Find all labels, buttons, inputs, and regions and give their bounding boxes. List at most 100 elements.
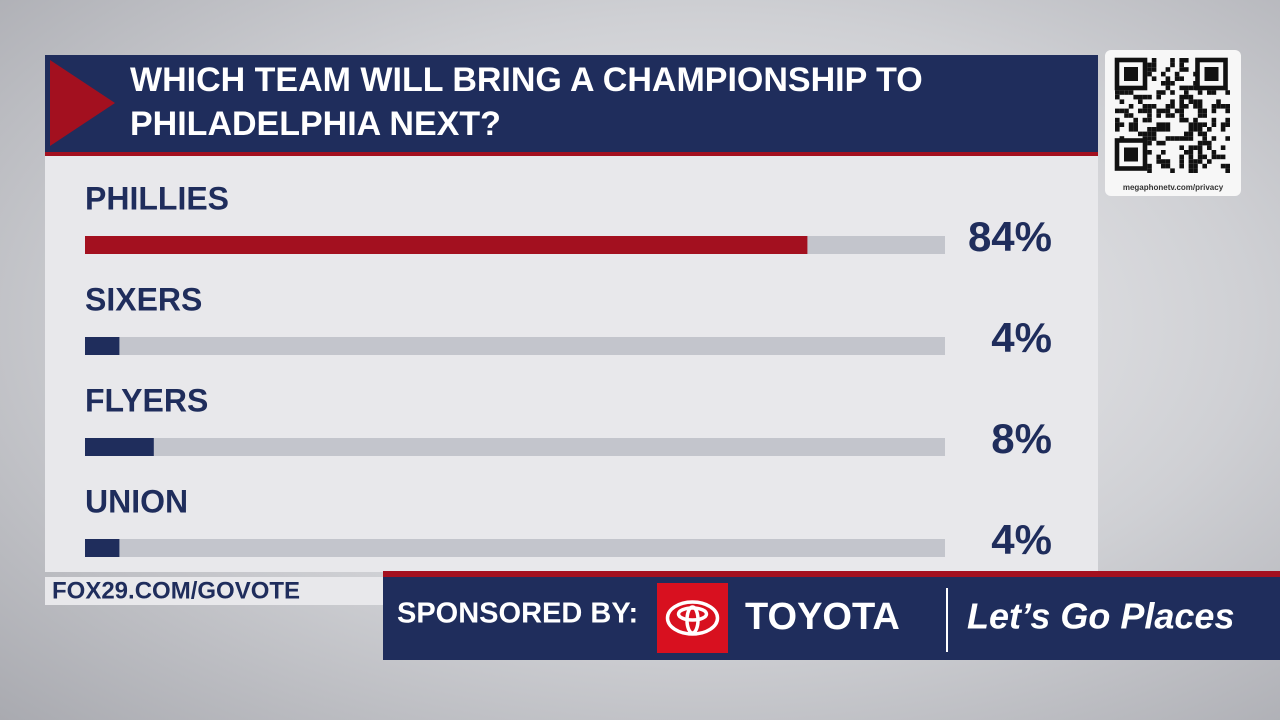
qr-module (1151, 67, 1157, 72)
qr-module (1119, 108, 1125, 114)
qr-module (1170, 113, 1175, 118)
qr-module (1124, 113, 1129, 118)
qr-module (1165, 122, 1171, 127)
qr-module (1147, 150, 1152, 155)
qr-module (1193, 159, 1198, 164)
qr-module (1188, 85, 1194, 91)
qr-module (1184, 150, 1189, 155)
qr-module (1220, 154, 1226, 160)
qr-module (1165, 76, 1171, 81)
qr-module (1151, 127, 1157, 132)
qr-module (1225, 136, 1230, 141)
bar-track (85, 337, 945, 355)
qr-module (1225, 90, 1230, 95)
qr-module (1193, 163, 1198, 169)
qr-module (1161, 108, 1166, 114)
qr-module (1207, 127, 1212, 132)
qr-module (1179, 159, 1184, 164)
qr-module (1115, 90, 1120, 95)
qr-module (1165, 113, 1171, 118)
qr-module (1193, 168, 1198, 173)
qr-module (1151, 104, 1157, 109)
qr-module (1184, 90, 1189, 95)
poll-panel (45, 156, 1098, 572)
qr-module (1197, 90, 1203, 95)
qr-code (1114, 57, 1230, 173)
header-bar (45, 55, 1098, 153)
qr-module (1220, 104, 1226, 109)
qr-module (1147, 136, 1152, 141)
qr-module (1115, 108, 1120, 114)
qr-module (1207, 90, 1212, 95)
qr-module (1151, 136, 1157, 141)
qr-module (1179, 108, 1184, 114)
qr-module (1184, 94, 1189, 100)
qr-module (1211, 154, 1217, 160)
qr-module (1161, 90, 1166, 95)
qr-module (1147, 127, 1152, 132)
qr-module (1161, 122, 1166, 127)
qr-module (1156, 154, 1161, 160)
qr-module (1165, 127, 1171, 132)
qr-module (1124, 90, 1129, 95)
qr-module (1211, 136, 1217, 141)
qr-module (1174, 71, 1180, 77)
bar (85, 438, 154, 456)
qr-module (1142, 104, 1148, 109)
qr-module (1124, 108, 1129, 114)
qr-module (1165, 136, 1171, 141)
qr-module (1202, 154, 1207, 160)
qr-module (1161, 127, 1166, 132)
qr-finder (1124, 67, 1138, 81)
qr-module (1119, 90, 1125, 95)
qr-module (1207, 140, 1212, 146)
qr-module (1197, 131, 1203, 137)
value-label: 4% (991, 516, 1052, 563)
qr-module (1156, 159, 1161, 164)
qr-module (1188, 159, 1194, 164)
qr-module (1128, 90, 1134, 95)
qr-module (1179, 145, 1184, 150)
qr-module (1133, 94, 1138, 100)
qr-module (1170, 168, 1175, 173)
qr-module (1225, 168, 1230, 173)
category-label: PHILLIES (85, 180, 229, 216)
slogan: Let’s Go Places (967, 596, 1234, 637)
qr-module (1207, 145, 1212, 150)
qr-module (1202, 108, 1207, 114)
footer-stripe (383, 571, 1280, 577)
qr-module (1188, 150, 1194, 155)
qr-module (1197, 145, 1203, 150)
qr-module (1188, 94, 1194, 100)
qr-module (1197, 99, 1203, 104)
qr-module (1165, 159, 1171, 164)
bar (85, 539, 120, 557)
qr-module (1197, 127, 1203, 132)
qr-module (1133, 127, 1138, 132)
qr-module (1197, 140, 1203, 146)
qr-module (1133, 122, 1138, 127)
qr-module (1165, 81, 1171, 86)
bar-track (85, 438, 945, 456)
qr-module (1179, 163, 1184, 169)
qr-module (1119, 122, 1125, 127)
qr-module (1165, 163, 1171, 169)
qr-module (1165, 67, 1171, 72)
qr-module (1202, 122, 1207, 127)
url-text: FOX29.COM/GOVOTE (52, 577, 300, 604)
qr-module (1197, 122, 1203, 127)
qr-module (1138, 108, 1143, 114)
qr-module (1161, 71, 1166, 77)
qr-module (1142, 108, 1148, 114)
qr-module (1184, 131, 1189, 137)
qr-module (1170, 62, 1175, 68)
qr-module (1193, 145, 1198, 150)
qr-module (1179, 154, 1184, 160)
qr-module (1220, 145, 1226, 150)
qr-module (1197, 154, 1203, 160)
qr-module (1184, 85, 1189, 91)
qr-module (1147, 168, 1152, 173)
qr-module (1179, 85, 1184, 91)
qr-module (1147, 163, 1152, 169)
bar (85, 337, 120, 355)
